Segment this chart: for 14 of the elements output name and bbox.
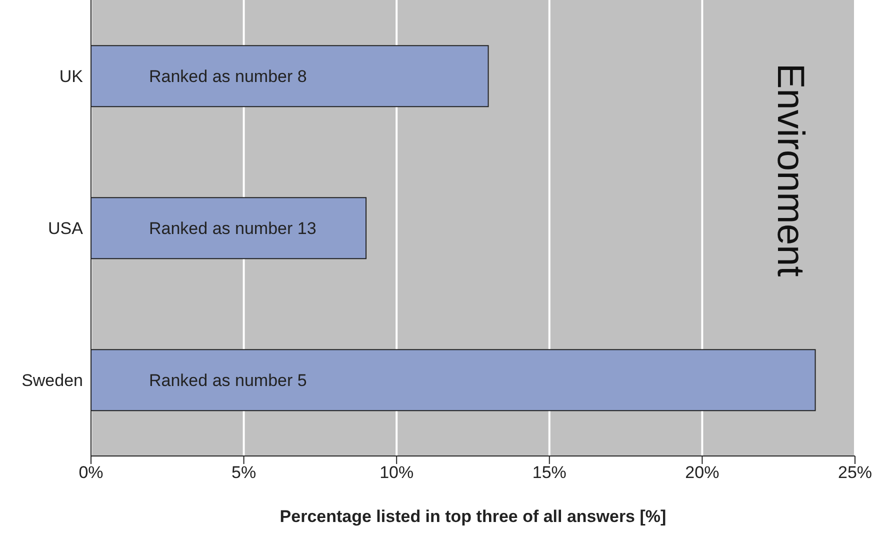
x-tick-label: 15% bbox=[532, 463, 566, 482]
x-tick-label: 10% bbox=[380, 463, 414, 482]
y-tick-label: USA bbox=[48, 219, 84, 238]
y-tick-label: Sweden bbox=[22, 371, 83, 390]
x-tick-label: 25% bbox=[838, 463, 872, 482]
x-tick-label: 0% bbox=[78, 463, 104, 482]
annotation: Ranked as number 5 bbox=[149, 371, 307, 390]
x-axis-title: Percentage listed in top three of all answers [%] bbox=[280, 507, 666, 526]
annotation: Environment bbox=[768, 62, 812, 279]
x-tick-label: 20% bbox=[685, 463, 720, 482]
annotation: Ranked as number 8 bbox=[149, 67, 307, 86]
y-tick-label: UK bbox=[59, 67, 84, 86]
annotation: Ranked as number 13 bbox=[149, 219, 316, 238]
x-tick-label: 5% bbox=[232, 463, 256, 482]
